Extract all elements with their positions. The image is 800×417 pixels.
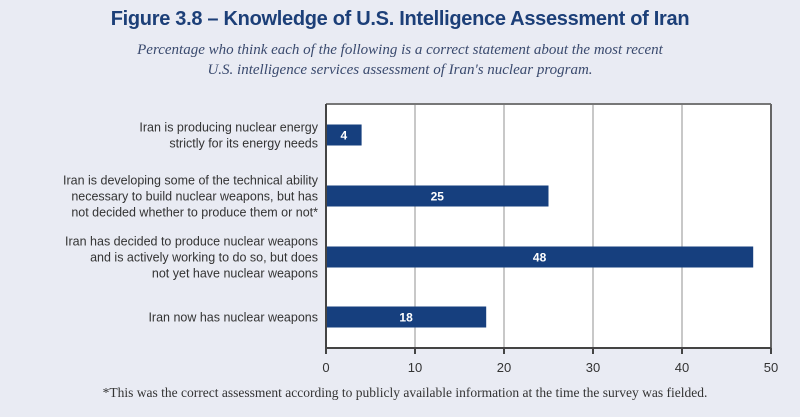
bar [326, 306, 487, 328]
category-label-line: and is actively working to do so, but do… [90, 251, 318, 265]
x-tick-label: 30 [586, 360, 600, 375]
category-label-line: Iran is developing some of the technical… [63, 174, 319, 188]
x-tick-label: 20 [497, 360, 511, 375]
category-label-line: strictly for its energy needs [169, 137, 318, 151]
category-label-line: not yet have nuclear weapons [152, 267, 318, 281]
category-label-line: necessary to build nuclear weapons, but … [71, 190, 318, 204]
bar-data-label: 48 [533, 251, 547, 265]
chart-subtitle: Percentage who think each of the followi… [0, 40, 800, 80]
footnote: *This was the correct assessment accordi… [102, 385, 708, 400]
bar-data-label: 25 [431, 190, 445, 204]
bar [326, 185, 549, 207]
subtitle-line: U.S. intelligence services assessment of… [207, 62, 593, 78]
bar [326, 124, 362, 146]
chart-title: Figure 3.8 – Knowledge of U.S. Intellige… [110, 8, 690, 30]
category-label-line: not decided whether to produce them or n… [71, 206, 318, 220]
subtitle-line: Percentage who think each of the followi… [137, 42, 663, 58]
bar [326, 246, 754, 268]
category-label: Iran is developing some of the technical… [63, 174, 319, 220]
x-axis: 0 10 20 30 40 50 [322, 348, 778, 375]
x-tick-label: 0 [322, 360, 329, 375]
x-tick-label: 40 [675, 360, 689, 375]
bar-data-label: 4 [340, 129, 347, 143]
bar-data-label: 18 [399, 311, 413, 325]
bars: 4 25 48 18 [326, 124, 754, 328]
x-tick-label: 10 [408, 360, 422, 375]
category-label: Iran now has nuclear weapons [148, 311, 318, 325]
category-label: Iran is producing nuclear energy strictly… [139, 121, 318, 151]
category-label-line: Iran has decided to produce nuclear weap… [65, 235, 318, 249]
category-label-line: Iran is producing nuclear energy [139, 121, 318, 135]
x-tick-label: 50 [764, 360, 778, 375]
category-label: Iran has decided to produce nuclear weap… [65, 235, 318, 281]
category-label-line: Iran now has nuclear weapons [148, 311, 318, 325]
category-labels: Iran is producing nuclear energy strictly… [63, 121, 319, 325]
plot-frame [325, 103, 772, 354]
